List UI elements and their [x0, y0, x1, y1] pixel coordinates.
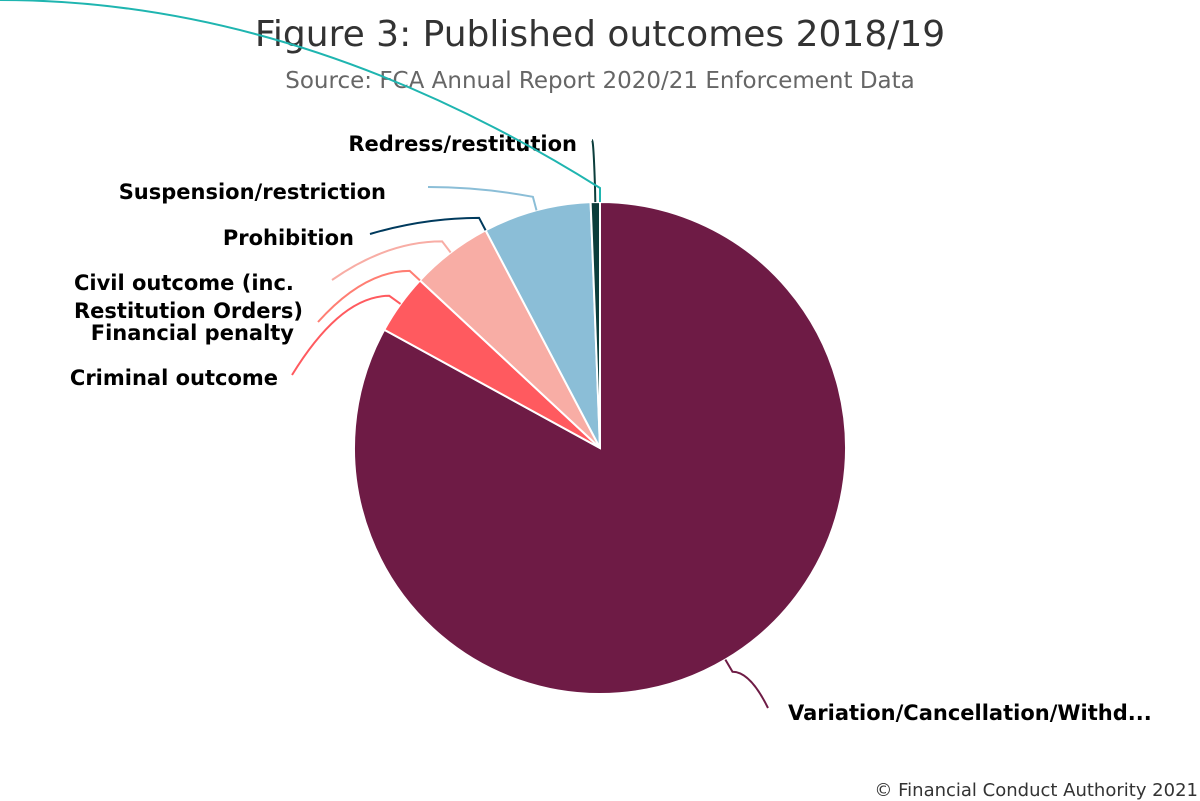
- slice-label-3: Civil outcome (inc. Restitution Orders): [74, 271, 303, 323]
- connector-line-2: [317, 269, 421, 323]
- chart-credit[interactable]: © Financial Conduct Authority 2021: [874, 780, 1198, 801]
- connector-line-4: [369, 216, 487, 235]
- connector-line-6: [591, 139, 597, 203]
- pie-slice-5[interactable]: [484, 201, 601, 449]
- connector-line-0: [724, 659, 769, 709]
- connector-line-5: [427, 186, 538, 211]
- slice-label-2: Financial penalty: [91, 321, 295, 345]
- slice-label-0: Variation/Cancellation/Withd...: [788, 701, 1152, 725]
- slice-label-1: Criminal outcome: [70, 366, 278, 390]
- chart-title: Figure 3: Published outcomes 2018/19: [254, 14, 946, 55]
- slice-label-4: Prohibition: [223, 226, 354, 250]
- connector-line-3: [331, 240, 452, 281]
- connector-line-1: [291, 294, 402, 376]
- chart-subtitle: Source: FCA Annual Report 2020/21 Enforc…: [285, 68, 915, 94]
- connector-line-7: [0, 0, 601, 202]
- slice-label-6: Redress/restitution: [348, 132, 577, 156]
- slice-label-5: Suspension/restriction: [119, 180, 386, 204]
